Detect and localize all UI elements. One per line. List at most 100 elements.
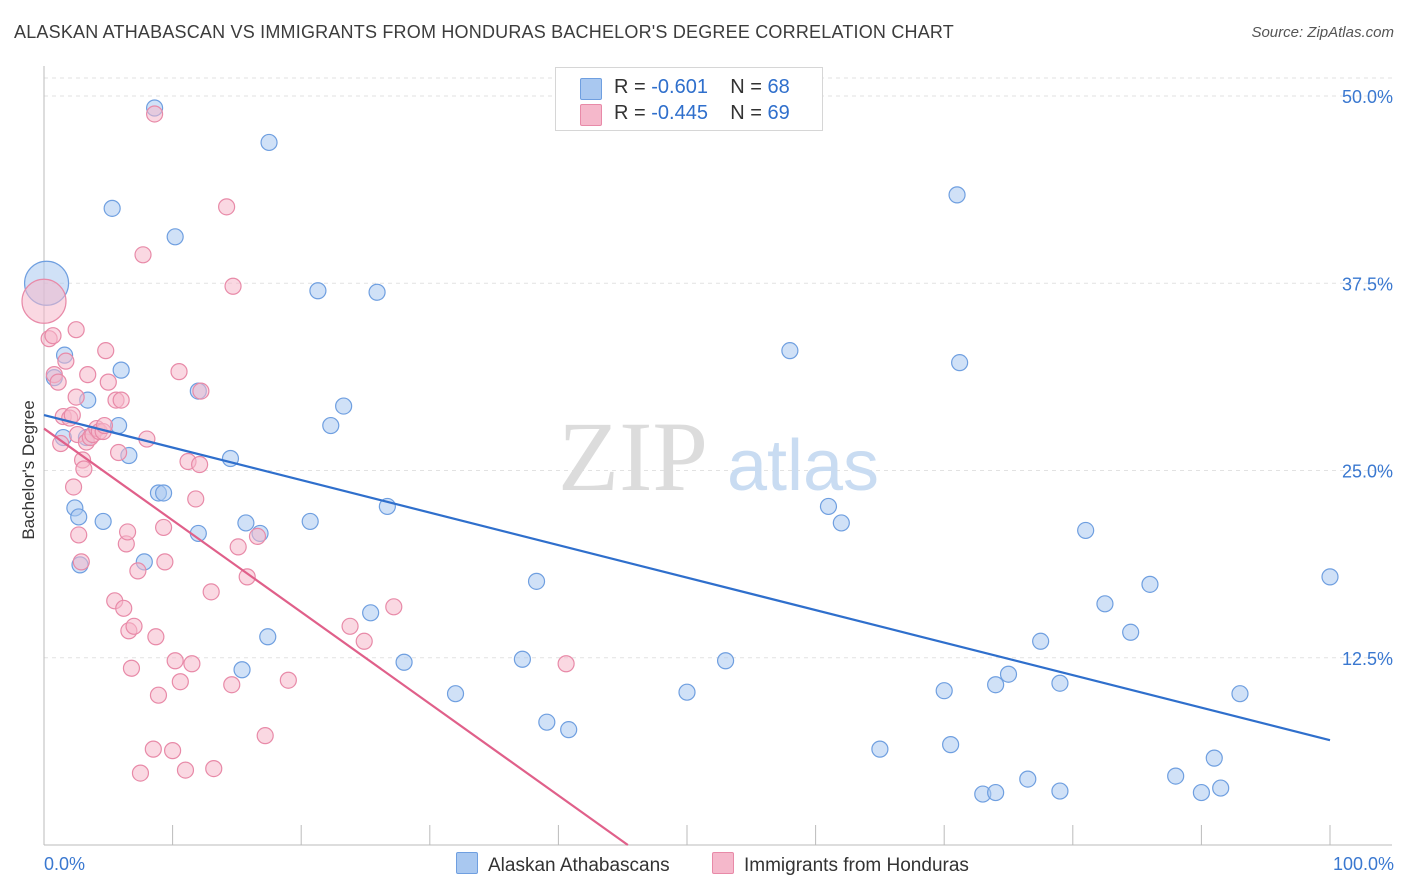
data-point-blue bbox=[948, 186, 966, 204]
legend-r-value: -0.445 bbox=[651, 102, 708, 124]
data-point-blue bbox=[1167, 767, 1185, 785]
data-point-blue bbox=[999, 665, 1018, 683]
data-point-pink bbox=[134, 246, 152, 264]
data-point-blue bbox=[94, 512, 112, 531]
data-point-pink bbox=[218, 198, 236, 216]
data-point-pink bbox=[176, 761, 195, 779]
data-point-blue bbox=[260, 133, 278, 152]
data-point-blue bbox=[446, 685, 465, 703]
data-point-blue bbox=[301, 512, 319, 531]
data-point-blue bbox=[309, 282, 327, 300]
series-immigrants-from-honduras bbox=[21, 105, 575, 782]
data-point-blue bbox=[1141, 575, 1159, 593]
data-point-pink bbox=[79, 366, 97, 384]
data-point-pink bbox=[129, 562, 147, 580]
data-point-blue bbox=[1231, 685, 1249, 703]
legend-r-value: -0.601 bbox=[651, 76, 708, 98]
data-point-blue bbox=[154, 484, 173, 502]
data-point-blue bbox=[987, 783, 1005, 802]
y-axis-label: Bachelor's Degree bbox=[19, 400, 38, 539]
data-point-pink bbox=[144, 740, 162, 758]
data-point-pink bbox=[147, 628, 165, 646]
data-point-blue bbox=[103, 199, 121, 217]
data-point-pink bbox=[229, 538, 247, 556]
axes bbox=[43, 66, 1392, 846]
data-point-pink bbox=[122, 659, 141, 677]
data-point-pink bbox=[238, 568, 256, 586]
data-point-pink bbox=[75, 460, 93, 478]
data-point-blue bbox=[781, 342, 799, 360]
data-point-blue bbox=[513, 650, 531, 668]
data-point-blue bbox=[335, 397, 353, 415]
data-point-blue bbox=[233, 661, 251, 679]
data-point-pink bbox=[67, 388, 85, 406]
series-legend-blue: Alaskan Athabascans bbox=[456, 852, 670, 877]
source-label: Source: ZipAtlas.com bbox=[1251, 24, 1394, 41]
data-point-blue bbox=[678, 683, 696, 701]
data-point-pink bbox=[52, 434, 70, 453]
data-point-pink bbox=[156, 553, 174, 571]
y-tick-label: 50.0% bbox=[1342, 87, 1393, 107]
legend-r-label: R = bbox=[614, 76, 646, 98]
series-legend-label: Immigrants from Honduras bbox=[744, 855, 969, 876]
data-point-pink bbox=[171, 673, 189, 691]
data-point-blue bbox=[259, 628, 277, 646]
data-point-pink bbox=[248, 527, 267, 546]
data-point-blue bbox=[538, 713, 556, 731]
data-point-blue bbox=[871, 740, 889, 758]
series-legend-pink: Immigrants from Honduras bbox=[712, 852, 969, 877]
data-point-blue bbox=[1019, 770, 1037, 788]
data-point-blue bbox=[395, 653, 413, 671]
data-point-blue bbox=[112, 361, 130, 379]
y-tick-label: 25.0% bbox=[1342, 462, 1393, 482]
watermark-zip: ZIP bbox=[558, 401, 708, 512]
data-point-pink bbox=[355, 632, 373, 650]
series-legend-swatch-pink bbox=[712, 852, 734, 874]
trend-lines bbox=[43, 414, 1331, 846]
data-point-blue bbox=[935, 682, 953, 700]
data-point-pink bbox=[154, 518, 173, 537]
legend-n-value: 69 bbox=[767, 102, 790, 124]
data-point-pink bbox=[145, 105, 164, 123]
legend-n-label: N = bbox=[730, 76, 762, 98]
data-point-blue bbox=[716, 652, 735, 670]
data-point-blue bbox=[368, 283, 386, 301]
data-point-pink bbox=[72, 553, 90, 571]
data-point-pink bbox=[205, 760, 223, 778]
data-point-pink bbox=[385, 598, 403, 616]
data-point-pink bbox=[125, 617, 143, 635]
x-tick-label: 0.0% bbox=[44, 854, 85, 874]
data-point-blue bbox=[987, 676, 1005, 694]
data-point-pink bbox=[97, 342, 115, 360]
series-legend-swatch-blue bbox=[456, 852, 478, 874]
data-point-pink bbox=[279, 671, 297, 689]
legend-swatch-pink bbox=[580, 104, 602, 126]
y-tick-label: 12.5% bbox=[1342, 649, 1393, 669]
data-point-pink bbox=[67, 321, 85, 339]
data-point-blue bbox=[1096, 595, 1114, 613]
watermark-atlas: atlas bbox=[727, 426, 879, 506]
data-point-blue bbox=[1051, 782, 1069, 800]
trend-line-pink bbox=[43, 427, 629, 846]
data-point-blue bbox=[237, 514, 255, 532]
data-point-pink bbox=[99, 373, 117, 391]
data-point-blue bbox=[1122, 623, 1140, 641]
tick-labels: 12.5% 25.0% 37.5% 50.0% 0.0% 100.0% bbox=[44, 87, 1394, 874]
y-tick-label: 37.5% bbox=[1342, 274, 1393, 294]
data-point-blue bbox=[1205, 749, 1223, 767]
watermark: ZIP atlas bbox=[558, 401, 879, 512]
x-tick-label: 100.0% bbox=[1333, 854, 1394, 874]
data-point-pink bbox=[187, 490, 205, 508]
legend-n-value: 68 bbox=[767, 76, 790, 98]
data-point-pink bbox=[341, 617, 359, 635]
legend-swatch-blue bbox=[580, 78, 602, 100]
data-point-pink bbox=[115, 599, 133, 617]
data-point-blue bbox=[527, 572, 546, 590]
data-point-blue bbox=[1077, 521, 1095, 540]
data-point-blue bbox=[832, 514, 850, 532]
legend-n-label: N = bbox=[730, 102, 762, 124]
data-point-pink bbox=[131, 764, 150, 782]
data-point-blue bbox=[951, 354, 969, 372]
data-point-pink bbox=[224, 277, 242, 295]
data-point-pink bbox=[170, 363, 188, 381]
